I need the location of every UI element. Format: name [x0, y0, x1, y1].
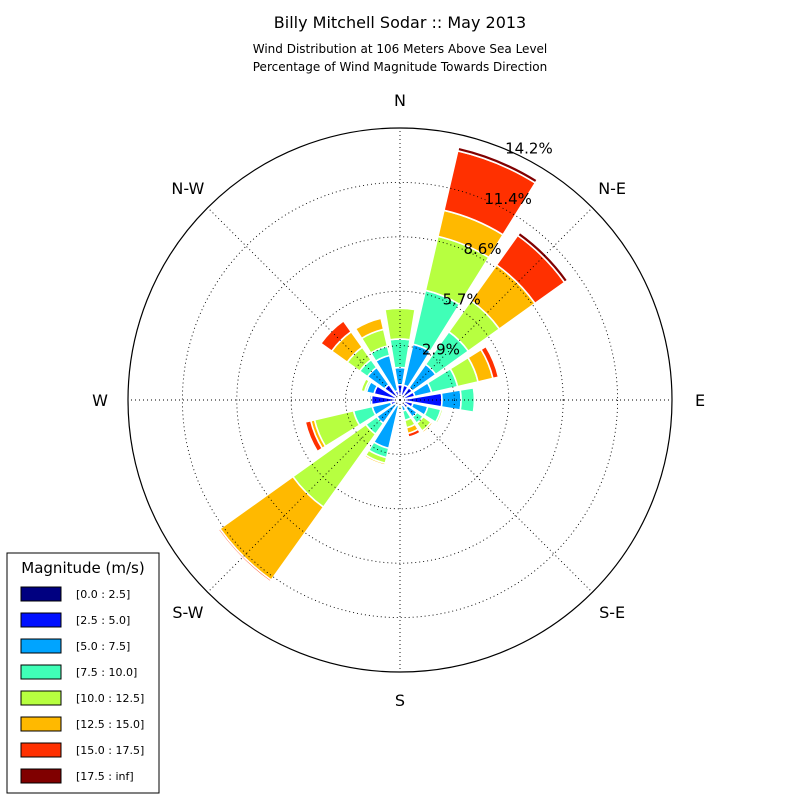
direction-label-n-e: N-E	[598, 179, 626, 198]
legend-label-6: [15.0 : 17.5]	[76, 744, 144, 757]
wind-bar-sector-7-bin-6	[406, 428, 422, 439]
grid-spoke-3	[399, 399, 593, 593]
wind-bar-sector-10-bin-6	[217, 527, 273, 583]
ring-labels: 2.9% 5.7% 8.6% 11.4% 14.2%	[422, 140, 553, 359]
wind-bar-sector-12-bin-2	[368, 394, 373, 406]
legend-title: Magnitude (m/s)	[21, 559, 144, 577]
legend: Magnitude (m/s) [0.0 : 2.5] [2.5 : 5.0] [5…	[6, 552, 160, 794]
wind-bars	[217, 146, 569, 583]
direction-label-s-e: S-E	[599, 603, 625, 622]
legend-label-2: [5.0 : 7.5]	[76, 640, 130, 653]
legend-swatch-7	[20, 768, 62, 784]
outer-circle	[127, 127, 673, 673]
wind-bar-sector-6-bin-5	[421, 421, 434, 434]
legend-label-3: [7.5 : 10.0]	[76, 666, 137, 679]
legend-swatch-0	[20, 586, 62, 602]
legend-label-4: [10.0 : 12.5]	[76, 692, 144, 705]
ring-label-0: 2.9%	[422, 341, 460, 359]
legend-label-5: [12.5 : 15.0]	[76, 718, 144, 731]
direction-label-n-w: N-W	[171, 179, 204, 198]
direction-label-w: W	[92, 391, 108, 410]
direction-label-s-w: S-W	[172, 603, 203, 622]
chart-title: Billy Mitchell Sodar :: May 2013	[274, 13, 526, 32]
wind-bar-sector-4-bin-3	[459, 386, 476, 414]
direction-label-s: S	[395, 691, 405, 710]
ring-label-3: 11.4%	[484, 190, 532, 208]
legend-label-7: [17.5 : inf]	[76, 770, 134, 783]
legend-swatch-3	[20, 664, 62, 680]
ring-label-2: 8.6%	[463, 240, 501, 258]
legend-swatch-1	[20, 612, 62, 628]
grid-spoke-7	[207, 207, 401, 401]
direction-label-e: E	[695, 391, 705, 410]
wind-bar-sector-15-bin-5	[354, 317, 385, 340]
grid-spoke-5	[207, 399, 401, 593]
wind-bar-sector-13-bin-4	[359, 377, 371, 393]
wind-bar-sector-3-bin-6	[479, 345, 500, 380]
legend-swatch-5	[20, 716, 62, 732]
wind-bar-sector-14-bin-6	[319, 319, 353, 353]
legend-label-0: [0.0 : 2.5]	[76, 588, 130, 601]
wind-bar-sector-11-bin-6	[304, 419, 324, 453]
grid-spoke-1	[399, 207, 593, 401]
wind-bar-sector-1-bin-7	[456, 146, 539, 185]
wind-bar-sector-0-bin-4	[384, 307, 416, 341]
wind-bar-sector-5-bin-4	[434, 408, 444, 425]
wind-bar-sector-9-bin-5	[363, 453, 387, 467]
grid-ring-0	[345, 345, 455, 455]
legend-label-1: [2.5 : 5.0]	[76, 614, 130, 627]
chart-subtitle-line-2: Percentage of Wind Magnitude Towards Dir…	[253, 60, 547, 74]
polar-grid	[128, 128, 672, 672]
ring-label-1: 5.7%	[443, 290, 481, 308]
direction-labels: N N-E E S-E S S-W W N-W	[92, 91, 705, 710]
legend-swatch-2	[20, 638, 62, 654]
grid-ring-3	[181, 181, 619, 619]
wind-bar-sector-2-bin-7	[516, 231, 569, 284]
legend-swatch-4	[20, 690, 62, 706]
direction-label-n: N	[394, 91, 406, 110]
legend-swatch-6	[20, 742, 62, 758]
ring-label-4: 14.2%	[505, 140, 553, 158]
chart-subtitle-line-1: Wind Distribution at 106 Meters Above Se…	[253, 42, 548, 56]
grid-ring-2	[236, 236, 564, 564]
